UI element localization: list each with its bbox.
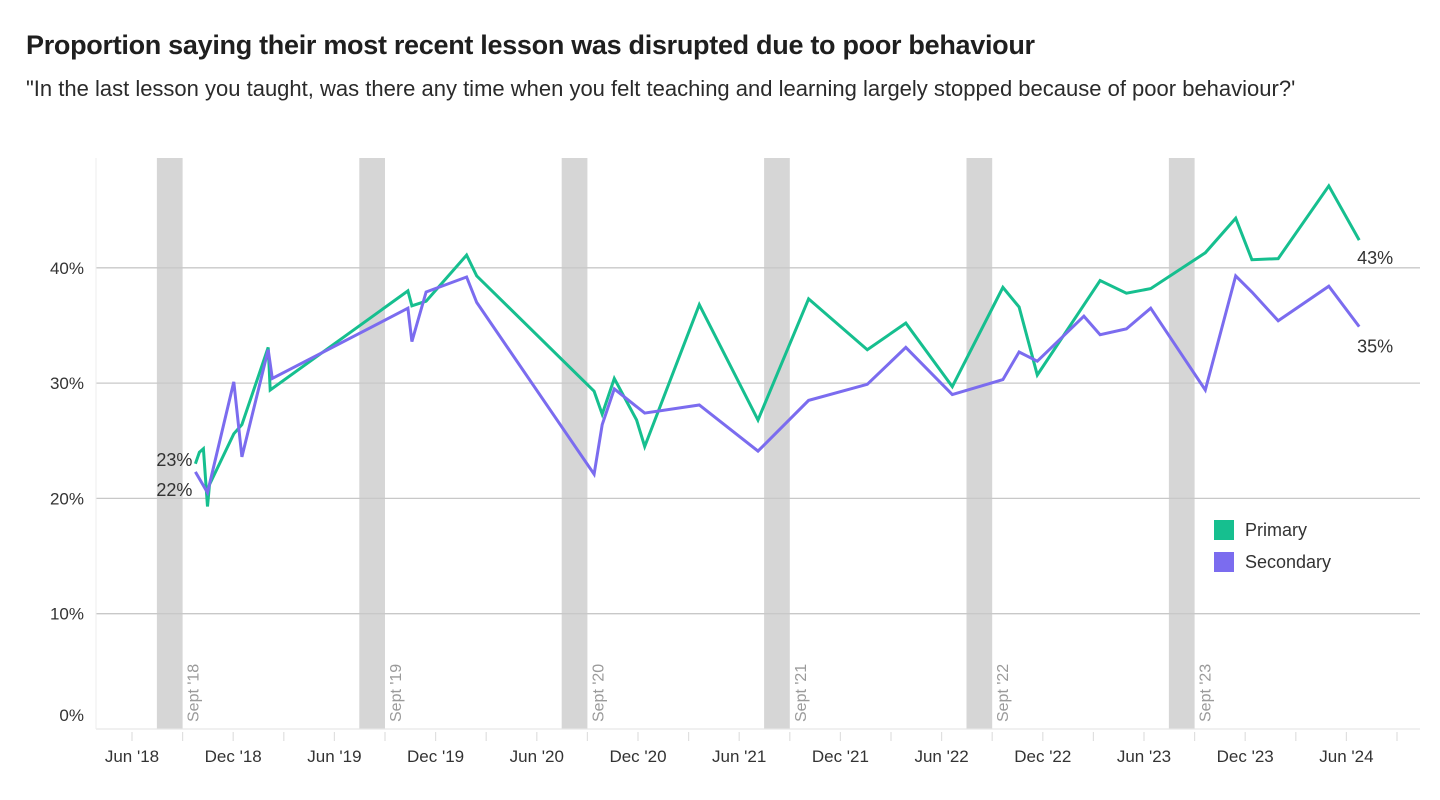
shaded-band-label: Sept '21 (793, 664, 810, 722)
y-tick-label: 30% (50, 374, 84, 393)
y-tick-label: 10% (50, 605, 84, 624)
x-tick-label: Dec '23 (1217, 747, 1274, 766)
end-label-primary: 43% (1357, 248, 1393, 268)
shaded-band (156, 158, 183, 729)
shaded-band (1168, 158, 1195, 729)
shaded-band-label: Sept '22 (995, 664, 1012, 722)
y-tick-label: 0% (59, 706, 84, 725)
legend-label-primary: Primary (1245, 520, 1307, 540)
chart-title: Proportion saying their most recent less… (26, 30, 1035, 60)
x-tick-label: Dec '21 (812, 747, 869, 766)
x-tick-label: Dec '22 (1014, 747, 1071, 766)
axes: 0% 10% 20% 30% 40% Jun '18 Dec '18 Jun '19 Dec '… (50, 158, 1398, 766)
series-lines (193, 183, 1361, 507)
x-tick-label: Jun '19 (307, 747, 361, 766)
end-label-secondary: 35% (1357, 337, 1393, 357)
legend-swatch-primary (1214, 520, 1234, 540)
shaded-band (966, 158, 993, 729)
x-tick-label: Jun '23 (1117, 747, 1171, 766)
x-tick-label: Dec '19 (407, 747, 464, 766)
shaded-band-label: Sept '19 (388, 664, 405, 722)
x-tick-label: Jun '22 (914, 747, 968, 766)
x-tick-label: Jun '20 (510, 747, 564, 766)
series-line-primary (193, 183, 1361, 507)
shaded-band-label: Sept '23 (1198, 664, 1215, 722)
x-tick-label: Jun '21 (712, 747, 766, 766)
shaded-band (359, 158, 385, 729)
shaded-periods: Sept '18 Sept '19 Sept '20 Sept '21 Sept '22… (156, 158, 1215, 729)
shaded-band-label: Sept '20 (590, 664, 607, 722)
legend-swatch-secondary (1214, 552, 1234, 572)
shaded-band-label: Sept '18 (186, 664, 203, 722)
gridlines (96, 267, 1420, 730)
data-labels: 23% 43% 22% 35% (156, 248, 1393, 500)
series-line-secondary (194, 273, 1361, 497)
shaded-band (764, 158, 790, 729)
legend: Primary Secondary (1214, 520, 1331, 572)
chart-subtitle: "In the last lesson you taught, was ther… (26, 76, 1296, 101)
y-tick-label: 20% (50, 489, 84, 508)
start-label-primary: 23% (156, 450, 192, 470)
x-tick-label: Jun '18 (105, 747, 159, 766)
x-tick-label: Jun '24 (1319, 747, 1373, 766)
y-tick-label: 40% (50, 259, 84, 278)
x-tick-label: Dec '18 (205, 747, 262, 766)
legend-label-secondary: Secondary (1245, 552, 1331, 572)
start-label-secondary: 22% (156, 480, 192, 500)
x-tick-label: Dec '20 (609, 747, 666, 766)
